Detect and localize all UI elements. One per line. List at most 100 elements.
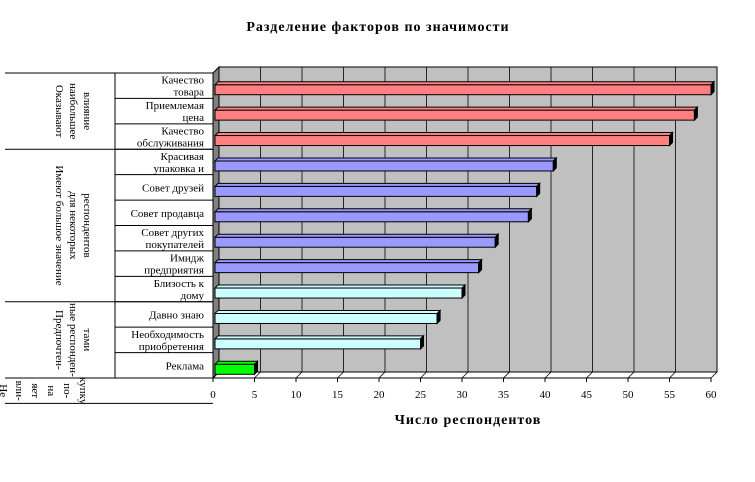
bar-front <box>214 109 695 121</box>
category-label: Качество <box>161 126 204 138</box>
category-label: Приемлемая <box>146 100 204 112</box>
bar-3 <box>213 131 674 147</box>
bar-end <box>420 334 424 351</box>
category-label: Необходимость <box>131 329 204 341</box>
bar-top <box>213 360 259 365</box>
bar-7 <box>213 233 500 249</box>
gridline-floor <box>337 371 344 379</box>
group-label: для некоторых <box>67 191 79 260</box>
bar-front <box>214 211 529 223</box>
bar-end <box>552 156 557 173</box>
category-label: Имидж <box>170 253 204 265</box>
group-label: Не <box>0 384 9 397</box>
group-label: влияние <box>81 92 93 130</box>
bar-11 <box>213 334 425 351</box>
bar-end <box>461 283 466 300</box>
category-label: Близость к <box>154 278 205 290</box>
x-tick-label: 55 <box>664 389 676 401</box>
bar-front <box>214 287 463 299</box>
bar-front <box>214 185 538 197</box>
category-label: покупателей <box>145 239 204 251</box>
category-label: упаковка и <box>154 163 205 175</box>
gridline-floor <box>420 371 427 379</box>
bar-end <box>693 105 698 122</box>
group-label: ные респонден- <box>67 303 79 377</box>
group-label: купку <box>77 377 89 405</box>
bar-end <box>478 258 483 274</box>
category-label: товара <box>174 87 205 99</box>
bar-top <box>213 335 425 340</box>
bar-front <box>214 236 496 248</box>
bar-end <box>494 233 499 249</box>
bar-top <box>213 106 699 111</box>
group-label: яет <box>29 383 41 398</box>
bar-1 <box>213 80 716 96</box>
bar-front <box>214 363 255 375</box>
group-label: на <box>45 385 57 396</box>
bar-front <box>214 338 421 350</box>
category-label: дому <box>181 290 205 302</box>
bars <box>213 80 716 376</box>
x-tick-label: 45 <box>581 389 593 401</box>
bar-top <box>213 81 716 86</box>
gridline-floor <box>254 371 261 379</box>
gridline-floor <box>586 371 593 379</box>
group-label: Имеют большое значение <box>53 165 65 285</box>
bar-4 <box>213 156 558 173</box>
x-tick-label: 50 <box>623 389 635 401</box>
bar-6 <box>213 207 533 223</box>
x-tick-label: 35 <box>498 389 510 401</box>
bar-front <box>214 262 480 274</box>
group-label: вли- <box>13 381 25 401</box>
bar-top <box>213 284 467 289</box>
category-label: Красивая <box>161 151 204 163</box>
bar-top <box>213 157 558 162</box>
bar-top <box>213 208 533 213</box>
gridline-floor <box>503 371 510 379</box>
x-tick-label: 10 <box>291 389 303 401</box>
bar-top <box>213 233 500 238</box>
category-label: Совет продавца <box>131 208 205 220</box>
group-label: по- <box>61 383 73 398</box>
bar-front <box>214 135 670 147</box>
x-tick-label: 0 <box>210 389 216 401</box>
x-tick-label: 5 <box>252 389 258 401</box>
bar-2 <box>213 105 699 122</box>
bar-top <box>213 259 483 264</box>
gridline-floor <box>378 371 386 379</box>
group-label: Предпочтен- <box>53 310 65 370</box>
category-label: приобретения <box>139 341 204 353</box>
gridline-floor <box>627 371 635 379</box>
group-label: наибольшее <box>67 83 79 139</box>
bar-front <box>214 84 712 96</box>
bar-5 <box>213 182 541 198</box>
gridline-floor <box>461 371 469 379</box>
bar-end <box>254 360 258 376</box>
chart-title: Разделение факторов по значимости <box>246 20 509 35</box>
gridline-floor <box>669 371 676 379</box>
bar-end <box>527 207 532 223</box>
category-label: предприятия <box>144 265 204 277</box>
group-label: респондентов <box>81 193 93 258</box>
bar-12 <box>213 360 259 376</box>
bar-end <box>710 80 715 96</box>
gridline-floor <box>544 371 552 379</box>
x-tick-label: 20 <box>374 389 386 401</box>
x-axis-label: Число респондентов <box>395 413 542 428</box>
x-tick-label: 60 <box>706 389 718 401</box>
category-label: Качество <box>161 75 204 87</box>
bar-top <box>213 309 442 314</box>
bar-top <box>213 182 541 187</box>
bar-8 <box>213 258 483 274</box>
bar-end <box>669 131 673 147</box>
x-tick-label: 30 <box>457 389 469 401</box>
gridline-floor <box>710 371 718 379</box>
group-label: тами <box>81 329 93 352</box>
bar-end <box>536 182 541 198</box>
x-tick-label: 15 <box>332 389 344 401</box>
category-label: Совет других <box>141 227 204 239</box>
bar-front <box>214 160 554 172</box>
category-label: цена <box>182 112 204 124</box>
bar-end <box>436 309 441 325</box>
